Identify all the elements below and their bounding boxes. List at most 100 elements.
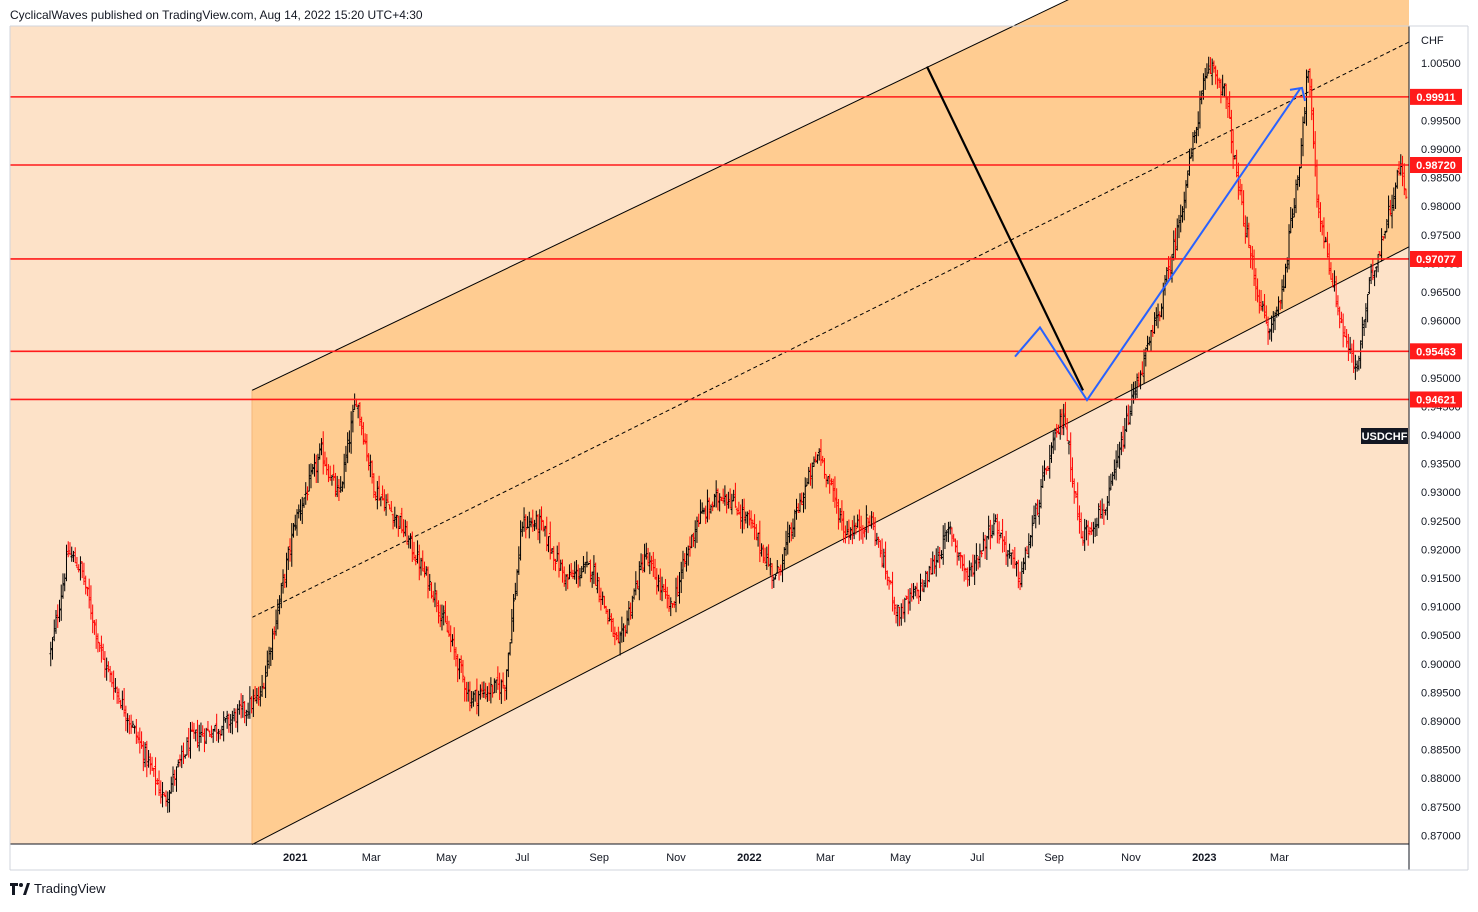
candle [1182,191,1186,221]
candle [309,463,313,489]
price-badge-label: 0.98720 [1416,160,1456,172]
footer-brand[interactable]: TradingView [10,881,106,896]
candle [938,546,942,569]
candle [906,589,910,615]
candle [377,475,381,501]
candle [1078,505,1081,534]
candle [210,725,213,739]
candle [428,573,432,591]
candle [893,596,896,615]
candle [185,737,189,756]
candle [52,619,56,642]
candle [913,585,917,597]
candle [1141,361,1144,376]
candle [704,505,707,524]
candle [454,646,458,667]
candle [279,583,283,609]
candle [1345,329,1348,348]
candle [1065,418,1069,442]
candle [672,600,676,608]
candle [541,520,545,532]
candle [699,499,702,525]
tradingview-logo-icon [10,882,30,896]
candle [948,521,952,535]
candle [1247,222,1251,248]
candle [1383,230,1387,239]
candle [323,451,327,467]
candle [87,578,91,609]
candle [596,572,599,594]
candle [175,766,178,792]
candle [58,599,61,623]
candle [178,754,182,767]
candle [82,562,86,585]
candle [1303,107,1307,124]
candle [1305,69,1308,126]
candle [959,552,962,569]
candle [751,519,755,529]
candle [536,514,540,541]
candle [1057,424,1060,435]
candle [405,521,409,545]
candle [1193,130,1197,144]
candle [1402,163,1406,196]
candle [1205,63,1209,79]
candle [112,670,115,700]
candle [775,560,779,574]
candle [989,519,992,550]
candle [709,504,713,514]
candle [1188,148,1191,176]
candle [962,554,966,582]
candle [896,604,900,627]
footer-brand-label: TradingView [34,881,106,896]
candle [194,729,198,742]
candle [365,434,369,462]
candle [1120,431,1123,456]
candle [802,492,805,513]
candle [1387,195,1390,229]
candle [271,628,274,660]
candle [1338,306,1341,329]
x-tick-label: 2021 [283,852,307,864]
candle [575,560,578,584]
candle [246,702,250,719]
projection-path [1014,88,1301,402]
candle [273,626,276,640]
candle [1099,500,1102,519]
candle [75,556,79,569]
candle [1048,444,1052,479]
y-tick-label: 0.94000 [1421,430,1461,442]
candle [1071,457,1074,488]
candle [330,474,334,486]
candle [713,493,716,508]
candle [466,681,470,702]
candle [337,478,341,502]
candle [592,555,596,584]
candle [503,685,507,702]
candle [143,742,147,768]
channel-upper-line [251,0,1069,391]
candle [796,503,800,513]
candle [437,600,440,624]
candle [983,534,987,560]
candle [550,548,554,554]
candle [1179,204,1183,233]
candle [922,579,926,593]
candle [590,571,594,588]
candle [845,520,849,536]
candle [1081,530,1085,546]
candle [1167,256,1170,280]
candle [1127,404,1130,426]
candle [1265,305,1268,325]
candle [1334,275,1338,308]
candle [611,617,615,637]
candle [1298,166,1301,187]
candle [314,454,318,483]
candle [1355,360,1359,372]
candle [1333,270,1336,292]
candle [157,770,161,796]
candle [1135,373,1139,398]
candle [1018,571,1022,591]
